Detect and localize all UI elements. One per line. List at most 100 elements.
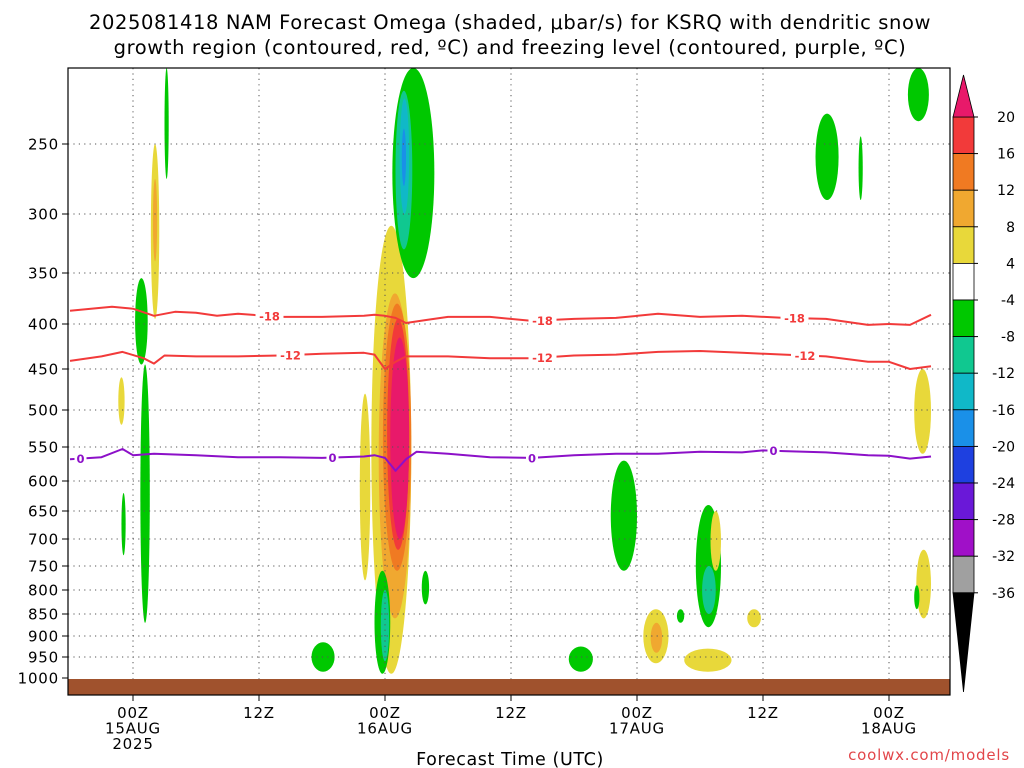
- omega-region-15: [401, 128, 406, 186]
- y-tick-label: 450: [28, 361, 59, 379]
- chart-title-line-2: growth region (contoured, red, ºC) and f…: [114, 36, 907, 59]
- contour-label-bg: [780, 311, 809, 326]
- omega-region-2: [164, 68, 169, 179]
- omega-region-6: [121, 492, 126, 556]
- colorbar-swatch: [952, 299, 975, 337]
- colorbar-swatch: [952, 372, 975, 411]
- contour-label-bg: [528, 350, 557, 365]
- contour-label: 0: [328, 451, 336, 465]
- colorbar-label: 8: [1006, 220, 1015, 236]
- omega-region-32: [858, 136, 863, 200]
- omega-region-35: [916, 549, 932, 619]
- colorbar-label: 16: [997, 147, 1015, 163]
- omega-region-1: [152, 179, 158, 262]
- omega-region-4: [140, 364, 150, 623]
- omega-region-33: [907, 68, 929, 122]
- omega-region-5: [118, 377, 125, 425]
- y-tick-label: 850: [28, 606, 59, 624]
- colorbar-label: -4: [1001, 293, 1015, 309]
- x-axis-label: Forecast Time (UTC): [416, 750, 604, 768]
- ground-band: [68, 679, 950, 695]
- contour-label: -18: [784, 312, 805, 326]
- omega-region-31: [815, 113, 839, 200]
- credit-text: coolwx.com/models: [848, 746, 1010, 764]
- colorbar-swatch: [952, 153, 975, 191]
- colorbar-swatch: [952, 336, 975, 374]
- plot-frame: [67, 67, 951, 696]
- x-tick-label: 2025: [112, 735, 153, 753]
- colorbar-swatch: [952, 189, 975, 228]
- y-tick-label: 250: [28, 136, 59, 154]
- contour-label-bg: [767, 443, 780, 458]
- omega-region-34: [914, 369, 931, 454]
- x-tick-label: 00Z: [873, 704, 905, 722]
- colorbar-label: -16: [992, 403, 1015, 419]
- colorbar-swatch: [952, 519, 975, 557]
- chart-title-line-1: 2025081418 NAM Forecast Omega (shaded, μ…: [89, 11, 931, 34]
- x-tick-label: 17AUG: [609, 720, 665, 738]
- omega-region-24: [650, 622, 663, 653]
- y-tick-label: 950: [28, 649, 59, 667]
- y-tick-label: 300: [28, 206, 59, 224]
- x-tick-label: 00Z: [117, 704, 149, 722]
- y-tick-label: 650: [28, 503, 59, 521]
- contour-label: -12: [795, 349, 816, 363]
- colorbar-label: -12: [992, 366, 1015, 382]
- omega-region-18: [359, 393, 371, 581]
- colorbar-label: -28: [992, 513, 1015, 529]
- colorbar-swatch: [952, 409, 975, 447]
- contour-label: -12: [280, 349, 301, 363]
- contour-label-bg: [528, 313, 557, 328]
- y-tick-label: 400: [28, 316, 59, 334]
- x-tick-label: 00Z: [621, 704, 653, 722]
- colorbar-label: -32: [992, 549, 1015, 565]
- colorbar: 20 16 12 8 4 -4 -8 -12 -16 -20 -24 -28 -32 -36: [952, 74, 1015, 693]
- omega-region-28: [710, 511, 721, 571]
- omega-region-20: [421, 570, 430, 605]
- contour-label-bg: [74, 451, 87, 466]
- omega-region-3: [135, 278, 148, 365]
- omega-shading: [118, 68, 932, 674]
- omega-region-21: [610, 460, 637, 571]
- omega-region-27: [702, 566, 716, 614]
- contour-label-bg: [791, 348, 819, 363]
- x-tick-label: 12Z: [243, 704, 275, 722]
- y-tick-label: 350: [28, 265, 59, 283]
- y-tick-label: 900: [28, 628, 59, 646]
- x-tick-label: 12Z: [747, 704, 779, 722]
- contour-label: -18: [259, 310, 280, 324]
- colorbar-label: -24: [992, 476, 1015, 492]
- colorbar-swatch: [952, 555, 975, 594]
- colorbar-label: 4: [1006, 256, 1015, 272]
- colorbar-label: -8: [1001, 330, 1015, 346]
- colorbar-swatch: [952, 482, 975, 520]
- omega-region-25: [676, 609, 685, 623]
- omega-region-29: [747, 609, 761, 628]
- contour-label: -18: [532, 314, 553, 328]
- x-tick-label: 18AUG: [861, 720, 917, 738]
- y-tick-label: 1000: [18, 670, 59, 688]
- colorbar-label: -20: [992, 439, 1015, 455]
- y-tick-label: 500: [28, 402, 59, 420]
- y-tick-label: 750: [28, 558, 59, 576]
- omega-region-22: [568, 646, 593, 672]
- colorbar-swatch: [952, 226, 975, 264]
- contour-label-bg: [255, 309, 284, 324]
- plot-area: -18 -18 -18 -12 -12 -12 0 0 0 0: [67, 67, 951, 696]
- colorbar-label: 12: [997, 183, 1015, 199]
- contours: -18 -18 -18 -12 -12 -12 0 0 0 0: [69, 305, 932, 472]
- colorbar-bottom-arrow: [952, 592, 975, 693]
- colorbar-swatch: [952, 445, 975, 484]
- colorbar-label: -36: [992, 586, 1015, 602]
- contour-line-2: [69, 448, 932, 472]
- contour-label: -12: [532, 351, 553, 365]
- y-tick-label: 600: [28, 473, 59, 491]
- x-tick-label: 16AUG: [357, 720, 413, 738]
- contour-label: 0: [769, 444, 777, 458]
- omega-region-17: [380, 590, 390, 662]
- contour-label: 0: [76, 452, 84, 466]
- contour-label-bg: [326, 450, 339, 465]
